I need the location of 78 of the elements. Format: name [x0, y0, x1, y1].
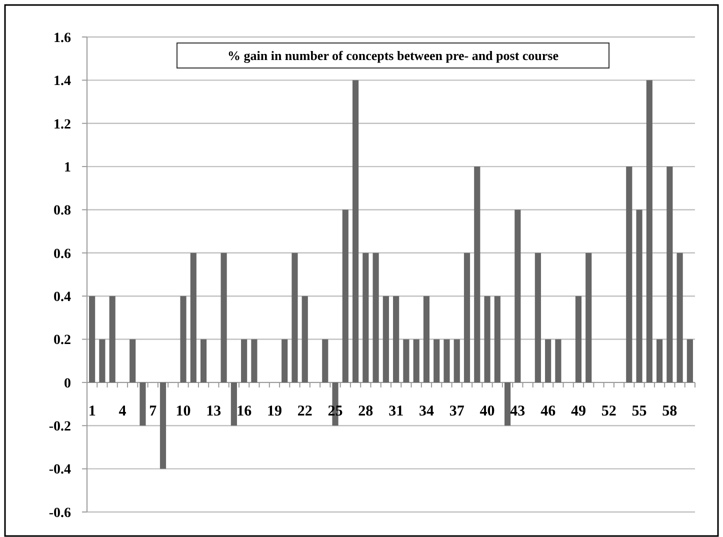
bar — [352, 80, 359, 382]
x-tick-label: 22 — [297, 403, 312, 420]
bar — [372, 252, 379, 382]
x-tick-label: 49 — [570, 403, 586, 420]
x-tick-label: 55 — [632, 403, 647, 420]
y-tick-label: 0.4 — [54, 290, 71, 305]
x-tick-label: 31 — [388, 403, 404, 420]
bar — [514, 210, 521, 382]
y-tick-label: 1.2 — [54, 117, 71, 132]
bar — [636, 210, 642, 382]
bar — [484, 296, 490, 382]
bar — [220, 252, 227, 382]
x-tick-label: 40 — [480, 403, 495, 420]
bar — [686, 339, 693, 382]
bar — [89, 296, 96, 382]
x-tick-label: 58 — [662, 403, 678, 420]
x-tick-label: 4 — [118, 403, 127, 420]
bar — [504, 382, 511, 426]
bar — [434, 339, 440, 382]
y-tick-label: 1.4 — [54, 74, 71, 90]
y-tick-label: -0.6 — [48, 506, 71, 521]
y-tick-label: 0.6 — [54, 246, 71, 262]
bar — [180, 296, 186, 382]
x-tick-label: 13 — [206, 403, 222, 420]
bar — [555, 339, 562, 382]
bar — [676, 252, 683, 382]
x-tick-label: 28 — [358, 403, 374, 420]
bar — [302, 296, 308, 382]
bar — [190, 252, 196, 382]
y-tick-label: 0.2 — [54, 333, 71, 348]
x-tick-label: 52 — [601, 403, 616, 420]
y-tick-label: 0.8 — [54, 204, 71, 219]
bar — [494, 296, 500, 382]
x-tick-label: 1 — [88, 403, 96, 420]
y-tick-label: -0.4 — [48, 462, 71, 478]
y-tick-label: -0.2 — [48, 420, 71, 435]
x-tick-label: 46 — [540, 403, 556, 420]
bar — [545, 339, 552, 382]
bar — [251, 339, 258, 382]
bar — [160, 382, 166, 469]
bar — [322, 339, 328, 382]
bar — [464, 252, 470, 382]
bar — [140, 382, 146, 426]
bar — [534, 252, 541, 382]
x-tick-label: 34 — [418, 403, 434, 420]
y-tick-label: 0 — [64, 376, 71, 392]
bar — [200, 339, 207, 382]
bar — [646, 80, 652, 382]
bar — [393, 296, 400, 382]
bar — [292, 252, 298, 382]
bar — [382, 296, 389, 382]
x-tick-label: 10 — [176, 403, 191, 420]
bar — [241, 339, 248, 382]
bar — [362, 252, 369, 382]
y-tick-label: 1 — [64, 160, 71, 176]
bar — [109, 296, 116, 382]
x-tick-label: 16 — [236, 403, 252, 420]
x-tick-label: 7 — [149, 403, 158, 420]
bar — [454, 339, 460, 382]
bar — [342, 210, 348, 382]
bar — [666, 166, 673, 382]
bar — [575, 296, 582, 382]
bar — [444, 339, 450, 382]
bar — [403, 339, 410, 382]
bar — [99, 339, 106, 382]
bar — [423, 296, 430, 382]
x-tick-label: 37 — [449, 403, 465, 420]
bar — [586, 252, 592, 382]
bar — [230, 382, 237, 426]
y-tick-label: 1.6 — [54, 30, 71, 46]
bar — [626, 166, 632, 382]
bar — [282, 339, 288, 382]
x-tick-label: 19 — [266, 403, 282, 420]
text: % gain in number of concepts between pre- and post course — [227, 48, 559, 63]
bar — [656, 339, 663, 382]
bar — [130, 339, 136, 382]
bar — [413, 339, 420, 382]
bar — [474, 166, 480, 382]
